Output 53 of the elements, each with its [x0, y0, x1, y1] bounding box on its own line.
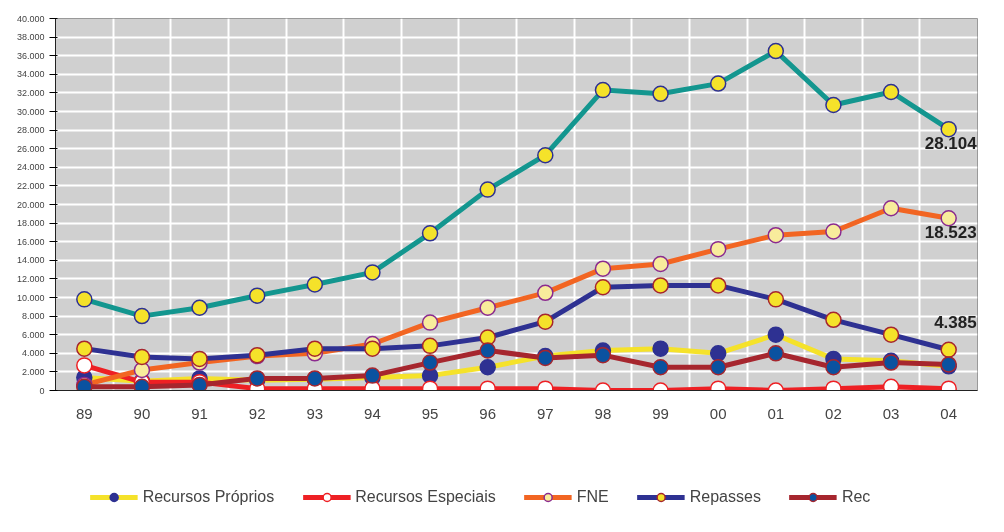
y-tick-label: 30.000 — [16, 106, 45, 117]
point — [767, 345, 785, 362]
x-tick-label: 97 — [536, 404, 554, 422]
y-tick-label: 8.000 — [21, 311, 45, 322]
point — [652, 359, 669, 376]
y-tick-label: 18.000 — [16, 218, 45, 229]
y-tick-label: 22.000 — [16, 180, 45, 191]
point — [709, 359, 727, 376]
x-tick-label: 94 — [364, 404, 381, 422]
y-tick-label: 40.000 — [16, 13, 45, 24]
annotation: 18.523 — [924, 223, 977, 243]
point — [825, 359, 842, 376]
y-tick-label: 14.000 — [16, 255, 45, 266]
y-tick-label: 38.000 — [16, 32, 45, 43]
legend-label: Recursos Especiais — [355, 488, 496, 506]
x-tick-label: 96 — [479, 404, 497, 422]
y-tick-label: 0 — [39, 385, 45, 396]
x-tick-label: 93 — [306, 404, 324, 422]
y-tick-label: 32.000 — [16, 87, 45, 98]
y-tick-label: 20.000 — [16, 199, 45, 210]
annotation: 28.104 — [924, 134, 978, 154]
x-tick-label: 95 — [421, 404, 439, 422]
x-tick-label: 03 — [882, 404, 900, 422]
y-tick-label: 12.000 — [16, 273, 45, 284]
y-tick-label: 26.000 — [16, 143, 45, 154]
legend-label: Rec — [841, 488, 871, 506]
point — [479, 342, 496, 359]
x-tick-label: 01 — [767, 404, 785, 422]
y-tick-label: 24.000 — [16, 162, 45, 173]
point — [421, 354, 439, 371]
y-tick-label: 6.000 — [21, 329, 45, 340]
x-tick-label: 02 — [825, 404, 842, 422]
x-tick-label: 00 — [709, 404, 727, 422]
point — [594, 346, 612, 364]
x-tick-label: 99 — [652, 404, 669, 422]
x-tick-label: 89 — [75, 404, 93, 422]
legend-label: FNE — [576, 488, 609, 506]
x-tick-label: 92 — [248, 404, 266, 422]
legend-label: Repasses — [689, 488, 761, 506]
point — [76, 357, 93, 374]
y-tick-label: 10.000 — [16, 292, 45, 303]
y-tick-label: 16.000 — [16, 236, 45, 247]
y-tick-label: 2.000 — [21, 366, 45, 377]
x-tick-label: 91 — [191, 404, 208, 422]
y-tick-label: 4.000 — [21, 348, 45, 359]
x-tick-label: 90 — [133, 404, 151, 422]
y-tick-label: 36.000 — [16, 50, 45, 61]
legend-label: Recursos Próprios — [142, 488, 275, 506]
x-tick-label: 04 — [940, 404, 958, 422]
y-tick-label: 34.000 — [16, 69, 45, 80]
annotation: 4.385 — [934, 312, 977, 332]
x-tick-label: 98 — [594, 404, 612, 422]
y-tick-label: 28.000 — [16, 125, 45, 136]
